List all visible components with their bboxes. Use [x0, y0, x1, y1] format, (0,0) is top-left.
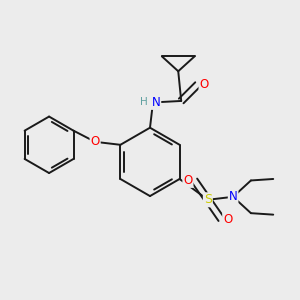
Text: O: O [223, 213, 232, 226]
Text: O: O [91, 135, 100, 148]
Text: O: O [200, 78, 209, 91]
Text: N: N [152, 96, 160, 109]
Text: H: H [140, 98, 148, 107]
Text: O: O [183, 174, 193, 187]
Text: N: N [229, 190, 238, 203]
Text: S: S [204, 193, 212, 206]
